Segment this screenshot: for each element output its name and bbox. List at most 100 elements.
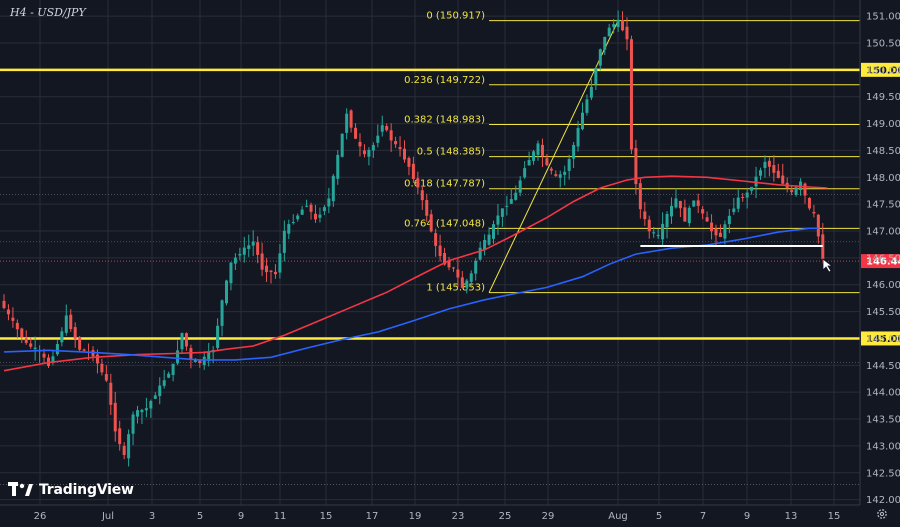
candle-body bbox=[621, 20, 625, 31]
key-level-label: 150.000 bbox=[866, 65, 900, 76]
y-tick-label: 150.500 bbox=[866, 38, 900, 49]
candle-body bbox=[176, 350, 180, 364]
candle-body bbox=[581, 112, 584, 130]
candle-body bbox=[207, 351, 211, 362]
candle-body bbox=[220, 300, 224, 326]
candle-body bbox=[549, 168, 553, 171]
candle-body bbox=[180, 333, 184, 350]
candle-body bbox=[487, 234, 491, 245]
candle-body bbox=[140, 409, 144, 413]
candle-body bbox=[55, 343, 59, 355]
candle-body bbox=[278, 253, 282, 273]
candle-body bbox=[122, 446, 126, 455]
x-tick-label: 11 bbox=[274, 511, 287, 522]
candle-body bbox=[523, 168, 527, 178]
candle-body bbox=[496, 215, 500, 225]
candle-body bbox=[772, 165, 776, 173]
candle-body bbox=[438, 245, 442, 257]
candle-body bbox=[269, 270, 273, 272]
candle-body bbox=[42, 353, 46, 358]
x-tick-label: 5 bbox=[197, 511, 203, 522]
candle-body bbox=[282, 230, 286, 253]
candle-body bbox=[136, 410, 139, 417]
y-tick-label: 147.000 bbox=[866, 227, 900, 238]
candle-body bbox=[380, 125, 384, 132]
candle-body bbox=[82, 349, 86, 351]
candle-body bbox=[674, 198, 678, 208]
candle-body bbox=[216, 325, 220, 348]
candle-body bbox=[594, 67, 598, 85]
candle-body bbox=[469, 273, 473, 282]
candle-body bbox=[732, 208, 736, 213]
candle-body bbox=[95, 354, 99, 364]
fib-level-label: 0.5 (148.385) bbox=[417, 147, 485, 158]
candle-body bbox=[741, 197, 745, 199]
candle-body bbox=[514, 192, 518, 200]
candle-body bbox=[20, 328, 24, 338]
last-price-label: 146.440 bbox=[866, 257, 900, 268]
candle-body bbox=[434, 233, 438, 246]
candle-body bbox=[443, 253, 447, 265]
x-tick-label: 23 bbox=[452, 511, 465, 522]
candle-body bbox=[202, 356, 206, 365]
candle-body bbox=[309, 204, 313, 212]
y-tick-label: 143.500 bbox=[866, 415, 900, 426]
y-tick-label: 150.000 bbox=[866, 65, 900, 76]
y-tick-label: 151.000 bbox=[866, 12, 900, 23]
candle-body bbox=[429, 214, 433, 232]
candle-body bbox=[540, 144, 544, 156]
candle-body bbox=[367, 149, 371, 157]
candle-body bbox=[460, 277, 464, 288]
candle-body bbox=[687, 207, 691, 224]
candle-body bbox=[336, 154, 340, 179]
candle-body bbox=[118, 428, 122, 445]
candle-body bbox=[149, 401, 153, 409]
candle-body bbox=[558, 174, 562, 178]
candle-body bbox=[718, 232, 722, 237]
x-tick-label: 17 bbox=[366, 511, 379, 522]
candle-body bbox=[127, 434, 131, 459]
candle-body bbox=[327, 198, 331, 207]
fib-level-label: 0.764 (147.048) bbox=[404, 218, 485, 229]
moving-average-blue bbox=[3, 227, 819, 361]
candle-body bbox=[447, 260, 451, 268]
candle-body bbox=[407, 157, 411, 167]
x-tick-label: 15 bbox=[828, 511, 841, 522]
candle-body bbox=[754, 176, 758, 187]
candle-body bbox=[425, 200, 429, 216]
candle-body bbox=[656, 234, 660, 237]
y-tick-label: 149.000 bbox=[866, 119, 900, 130]
candle-body bbox=[776, 170, 780, 178]
x-tick-label: 19 bbox=[409, 511, 422, 522]
candle-body bbox=[723, 224, 727, 239]
candle-body bbox=[607, 27, 611, 37]
candle-body bbox=[411, 163, 415, 179]
last-price-tag bbox=[861, 254, 900, 269]
candle-body bbox=[354, 127, 358, 139]
y-tick-label: 146.500 bbox=[866, 253, 900, 264]
fib-level-label: 0.618 (147.787) bbox=[404, 179, 485, 190]
candle-body bbox=[385, 126, 389, 131]
candle-body bbox=[536, 143, 540, 155]
candle-body bbox=[291, 222, 295, 224]
candle-body bbox=[109, 382, 113, 405]
candle-body bbox=[474, 260, 478, 274]
candle-body bbox=[750, 186, 754, 191]
candle-body bbox=[612, 24, 616, 27]
candle-body bbox=[500, 208, 504, 217]
candle-body bbox=[229, 262, 233, 284]
candle-body bbox=[629, 39, 633, 150]
y-tick-label: 142.000 bbox=[866, 495, 900, 506]
candle-body bbox=[589, 86, 593, 98]
key-level-tag bbox=[861, 331, 900, 346]
x-tick-label: 15 bbox=[320, 511, 333, 522]
candle-body bbox=[794, 187, 798, 195]
gear-icon[interactable] bbox=[876, 508, 888, 520]
candle-body bbox=[33, 347, 37, 350]
candle-body bbox=[73, 327, 77, 339]
candle-body bbox=[567, 159, 571, 171]
candle-body bbox=[763, 161, 767, 169]
key-level-label: 145.000 bbox=[866, 334, 900, 345]
candle-body bbox=[6, 309, 10, 315]
